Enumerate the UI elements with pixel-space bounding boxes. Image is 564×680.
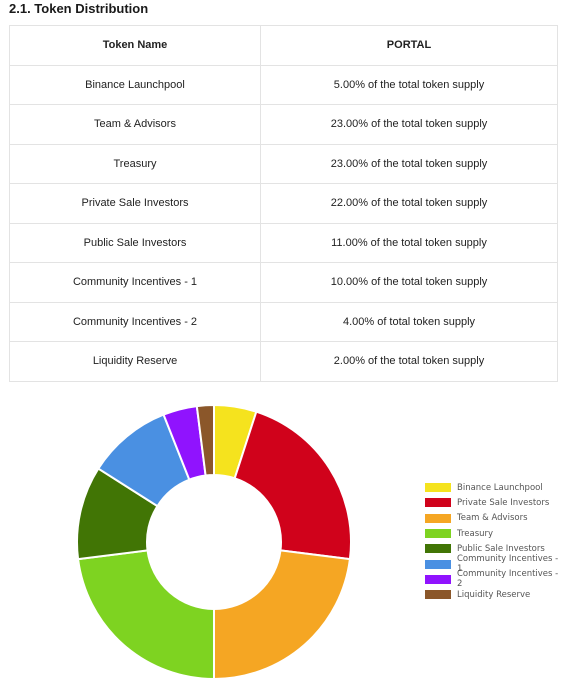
token-name-cell: Private Sale Investors bbox=[9, 183, 261, 224]
token-distribution-table: Token Name PORTAL Binance Launchpool 5.0… bbox=[9, 25, 558, 382]
table-header-row: Token Name PORTAL bbox=[9, 25, 558, 66]
donut-slice[interactable] bbox=[213, 549, 352, 680]
token-name-cell: Liquidity Reserve bbox=[9, 341, 261, 382]
legend-label: Private Sale Investors bbox=[457, 497, 550, 508]
legend-label: Binance Launchpool bbox=[457, 482, 543, 493]
token-name-cell: Public Sale Investors bbox=[9, 222, 261, 263]
section-title: 2.1. Token Distribution bbox=[9, 1, 149, 16]
legend-item[interactable]: Public Sale Investors bbox=[425, 541, 564, 556]
column-header-token-name: Token Name bbox=[9, 25, 261, 66]
legend-swatch bbox=[425, 544, 451, 554]
legend-item[interactable]: Liquidity Reserve bbox=[425, 587, 564, 602]
donut-chart bbox=[76, 403, 352, 680]
legend-item[interactable]: Binance Launchpool bbox=[425, 480, 564, 495]
table-row: Team & Advisors 23.00% of the total toke… bbox=[9, 104, 558, 145]
column-header-portal: PORTAL bbox=[260, 25, 558, 66]
token-share-cell: 23.00% of the total token supply bbox=[260, 104, 558, 145]
token-name-cell: Binance Launchpool bbox=[9, 64, 261, 105]
token-share-cell: 4.00% of total token supply bbox=[260, 301, 558, 342]
token-distribution-chart: Binance Launchpool Private Sale Investor… bbox=[0, 390, 564, 680]
legend-label: Community Incentives - 2 bbox=[457, 569, 559, 590]
table-row: Binance Launchpool 5.00% of the total to… bbox=[9, 64, 558, 105]
table-row: Community Incentives - 2 4.00% of total … bbox=[9, 301, 558, 342]
legend-swatch bbox=[425, 513, 451, 523]
legend-label: Public Sale Investors bbox=[457, 543, 545, 554]
token-name-cell: Team & Advisors bbox=[9, 104, 261, 145]
token-name-cell: Community Incentives - 2 bbox=[9, 301, 261, 342]
token-share-cell: 22.00% of the total token supply bbox=[260, 183, 558, 224]
legend-item[interactable]: Private Sale Investors bbox=[425, 495, 564, 510]
token-share-cell: 10.00% of the total token supply bbox=[260, 262, 558, 303]
legend-label: Treasury bbox=[457, 528, 494, 539]
table-row: Public Sale Investors 11.00% of the tota… bbox=[9, 222, 558, 263]
token-name-cell: Treasury bbox=[9, 143, 261, 184]
chart-legend: Binance Launchpool Private Sale Investor… bbox=[425, 480, 564, 602]
table-row: Private Sale Investors 22.00% of the tot… bbox=[9, 183, 558, 224]
donut-slice[interactable] bbox=[76, 549, 215, 680]
legend-swatch bbox=[425, 483, 451, 493]
legend-item[interactable]: Community Incentives - 2 bbox=[425, 569, 564, 590]
legend-swatch bbox=[425, 574, 451, 584]
token-share-cell: 5.00% of the total token supply bbox=[260, 64, 558, 105]
legend-item[interactable]: Treasury bbox=[425, 526, 564, 541]
legend-swatch bbox=[425, 498, 451, 508]
table-row: Liquidity Reserve 2.00% of the total tok… bbox=[9, 341, 558, 382]
token-name-cell: Community Incentives - 1 bbox=[9, 262, 261, 303]
table-row: Community Incentives - 1 10.00% of the t… bbox=[9, 262, 558, 303]
table-row: Treasury 23.00% of the total token suppl… bbox=[9, 143, 558, 184]
legend-label: Team & Advisors bbox=[457, 513, 528, 524]
legend-swatch bbox=[425, 590, 451, 600]
legend-label: Liquidity Reserve bbox=[457, 589, 531, 600]
token-share-cell: 11.00% of the total token supply bbox=[260, 222, 558, 263]
legend-label: Community Incentives - 1 bbox=[457, 554, 559, 575]
legend-swatch bbox=[425, 529, 451, 539]
legend-item[interactable]: Community Incentives - 1 bbox=[425, 554, 564, 575]
donut-slice[interactable] bbox=[195, 403, 215, 477]
token-share-cell: 2.00% of the total token supply bbox=[260, 341, 558, 382]
donut-slice[interactable] bbox=[233, 410, 352, 561]
legend-item[interactable]: Team & Advisors bbox=[425, 511, 564, 526]
legend-swatch bbox=[425, 559, 451, 569]
token-share-cell: 23.00% of the total token supply bbox=[260, 143, 558, 184]
